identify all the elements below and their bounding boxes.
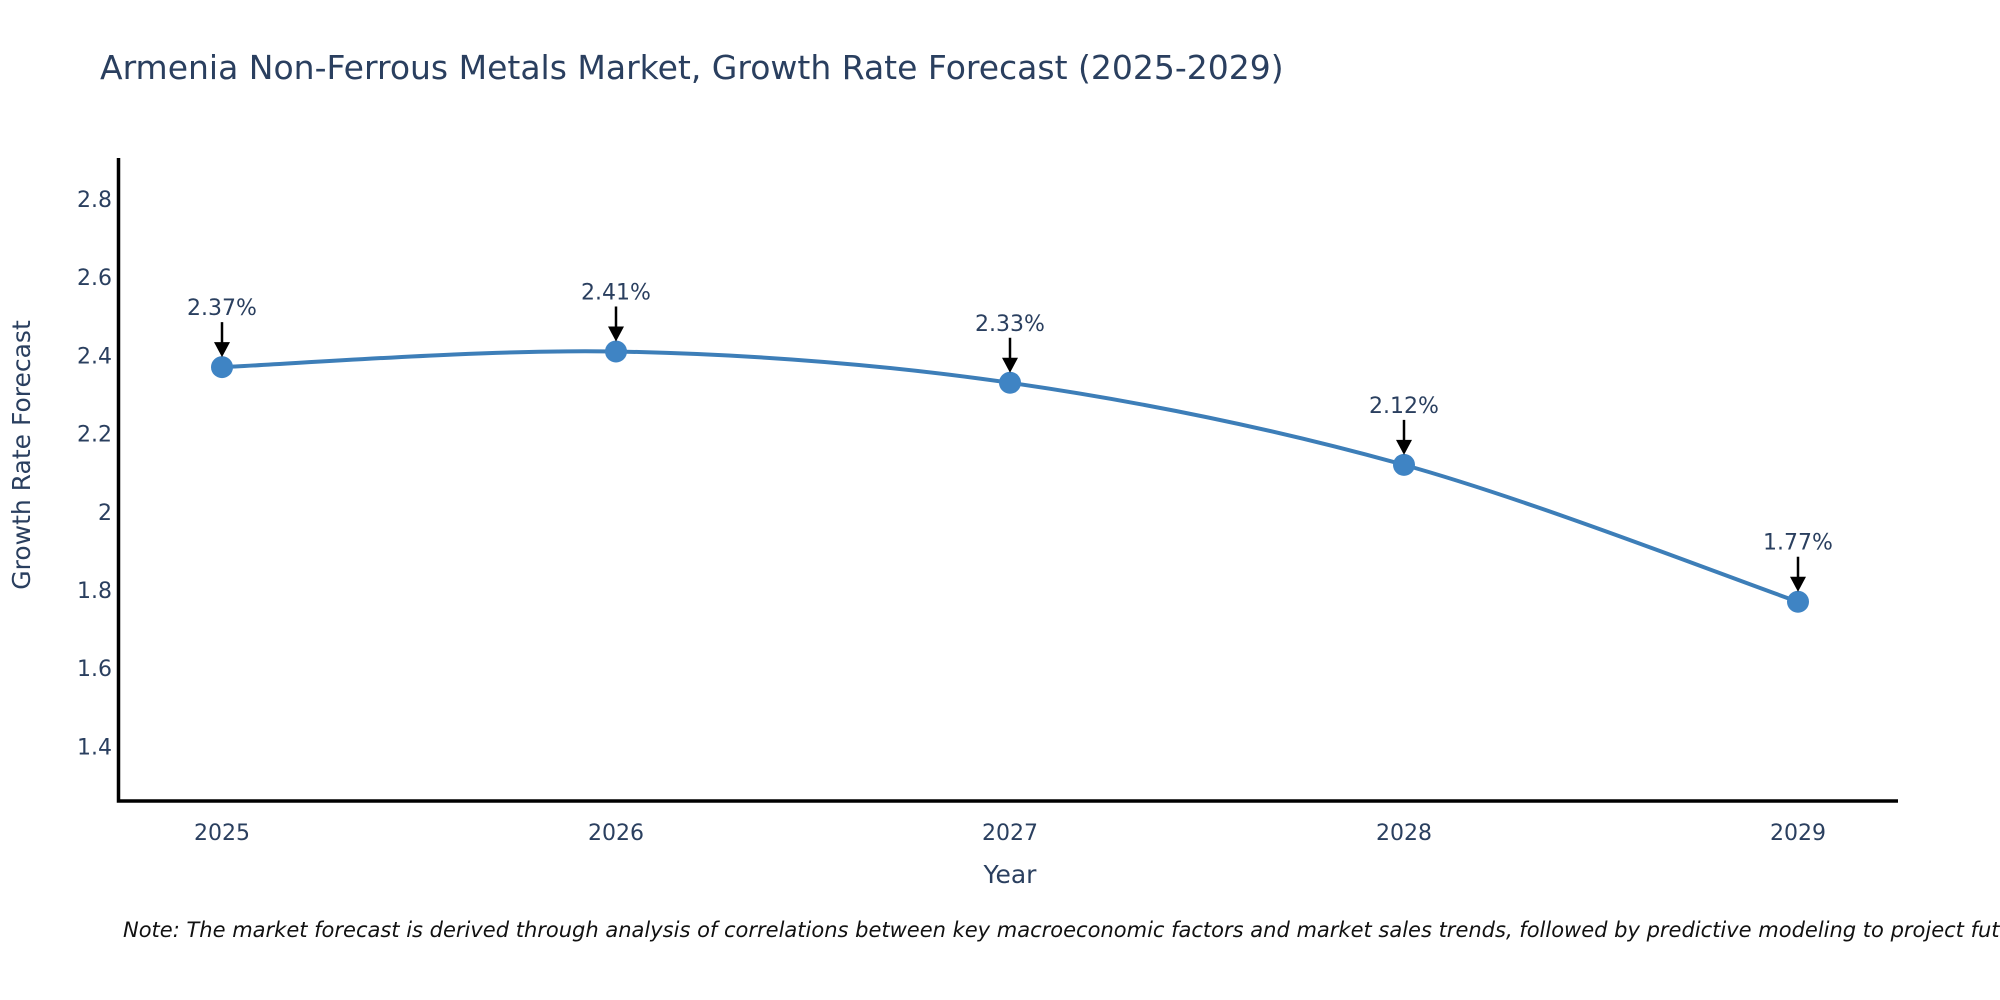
data-point-label: 2.33%	[975, 312, 1045, 337]
x-tick-label: 2026	[588, 821, 644, 846]
y-tick-label: 1.6	[77, 657, 112, 682]
data-point-marker	[999, 371, 1021, 394]
footnote: Note: The market forecast is derived thr…	[123, 918, 2000, 942]
annotation-arrow-head	[1790, 576, 1806, 592]
annotation-arrow-head	[214, 342, 230, 358]
y-tick-label: 1.4	[77, 735, 112, 760]
y-tick-label: 2.8	[77, 188, 112, 213]
annotation-arrow-head	[1396, 439, 1412, 455]
x-tick-label: 2029	[1770, 821, 1826, 846]
annotation-arrow-head	[1002, 357, 1018, 373]
data-point-marker	[605, 340, 627, 363]
y-axis-title: Growth Rate Forecast	[7, 320, 36, 590]
axis-lines	[116, 158, 1898, 803]
x-axis-title: Year	[983, 860, 1038, 889]
x-tick-label: 2027	[982, 821, 1038, 846]
y-tick-label: 2.4	[77, 344, 112, 369]
y-tick-label: 1.8	[77, 579, 112, 604]
x-tick-label: 2028	[1376, 821, 1432, 846]
annotation-arrow-head	[608, 326, 624, 342]
data-point-marker	[211, 356, 233, 379]
data-point-marker	[1787, 590, 1809, 613]
y-tick-label: 2.2	[77, 423, 112, 448]
data-point-label: 2.37%	[187, 296, 257, 321]
data-point-marker	[1393, 453, 1415, 476]
chart-title: Armenia Non-Ferrous Metals Market, Growt…	[100, 48, 1284, 87]
data-point-label: 2.41%	[581, 280, 651, 305]
data-point-label: 2.12%	[1369, 394, 1439, 419]
x-tick-label: 2025	[194, 821, 250, 846]
y-tick-label: 2.6	[77, 266, 112, 291]
data-point-label: 1.77%	[1763, 531, 1833, 556]
y-tick-label: 2	[98, 501, 112, 526]
